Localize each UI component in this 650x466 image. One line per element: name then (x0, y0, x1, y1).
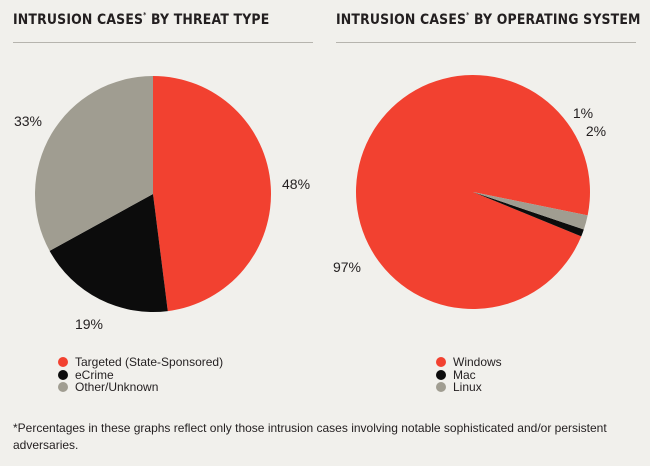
legend-swatch (436, 369, 446, 380)
legend-label: eCrime (75, 367, 114, 382)
legend-item-targeted: Targeted (State-Sponsored) (58, 356, 223, 369)
data-label-ecrime: 19% (75, 316, 103, 332)
data-label-windows: 97% (333, 259, 361, 275)
data-label-targeted-state-sponsored: 48% (282, 176, 310, 192)
legend-swatch (58, 382, 68, 393)
footnote: *Percentages in these graphs reflect onl… (13, 421, 607, 452)
threat-type-title-asterisk: * (143, 11, 147, 19)
os-legend: Windows Mac Linux (436, 356, 502, 394)
threat-type-title-suffix: BY THREAT TYPE (146, 12, 270, 28)
legend-item-linux: Linux (436, 381, 502, 394)
legend-label: Targeted (State-Sponsored) (75, 355, 224, 369)
threat-type-title-main: INTRUSION CASES (13, 12, 144, 28)
data-label-linux: 2% (586, 123, 606, 139)
legend-label: Windows (453, 355, 502, 369)
os-title-suffix: BY OPERATING SYSTEM (469, 12, 641, 28)
legend-item-mac: Mac (436, 367, 502, 382)
legend-swatch (436, 382, 446, 393)
os-title-asterisk: * (466, 11, 470, 19)
os-pie: 97% 1% 2% (333, 75, 606, 310)
legend-label: Linux (453, 380, 482, 394)
legend-label: Other/Unknown (75, 380, 159, 394)
os-chart-title: INTRUSION CASES* BY OPERATING SYSTEM (336, 11, 641, 28)
threat-type-pie: 48% 19% 33% (14, 76, 310, 332)
threat-type-chart-title: INTRUSION CASES* BY THREAT TYPE (13, 11, 270, 28)
pie-slice-mac (473, 192, 584, 237)
legend-item-windows: Windows (436, 356, 502, 369)
legend-item-other-unknown: Other/Unknown (58, 381, 223, 394)
os-title-rule (336, 42, 636, 43)
pie-slice-targeted-state-sponsored (153, 76, 272, 312)
legend-swatch (58, 369, 68, 380)
legend-swatch (436, 357, 446, 368)
threat-type-legend: Targeted (State-Sponsored) eCrime Other/… (58, 356, 223, 394)
pie-slice-linux (473, 192, 588, 230)
legend-label: Mac (453, 367, 476, 382)
threat-type-title-rule (13, 42, 313, 43)
pie-slice-windows (355, 75, 590, 310)
os-title-main: INTRUSION CASES (336, 12, 467, 28)
legend-swatch (58, 357, 68, 368)
legend-item-ecrime: eCrime (58, 367, 223, 382)
pie-slice-ecrime (49, 194, 168, 313)
data-label-other-unknown: 33% (14, 113, 42, 129)
data-label-mac: 1% (573, 105, 593, 121)
pie-slice-other-unknown (35, 76, 154, 251)
